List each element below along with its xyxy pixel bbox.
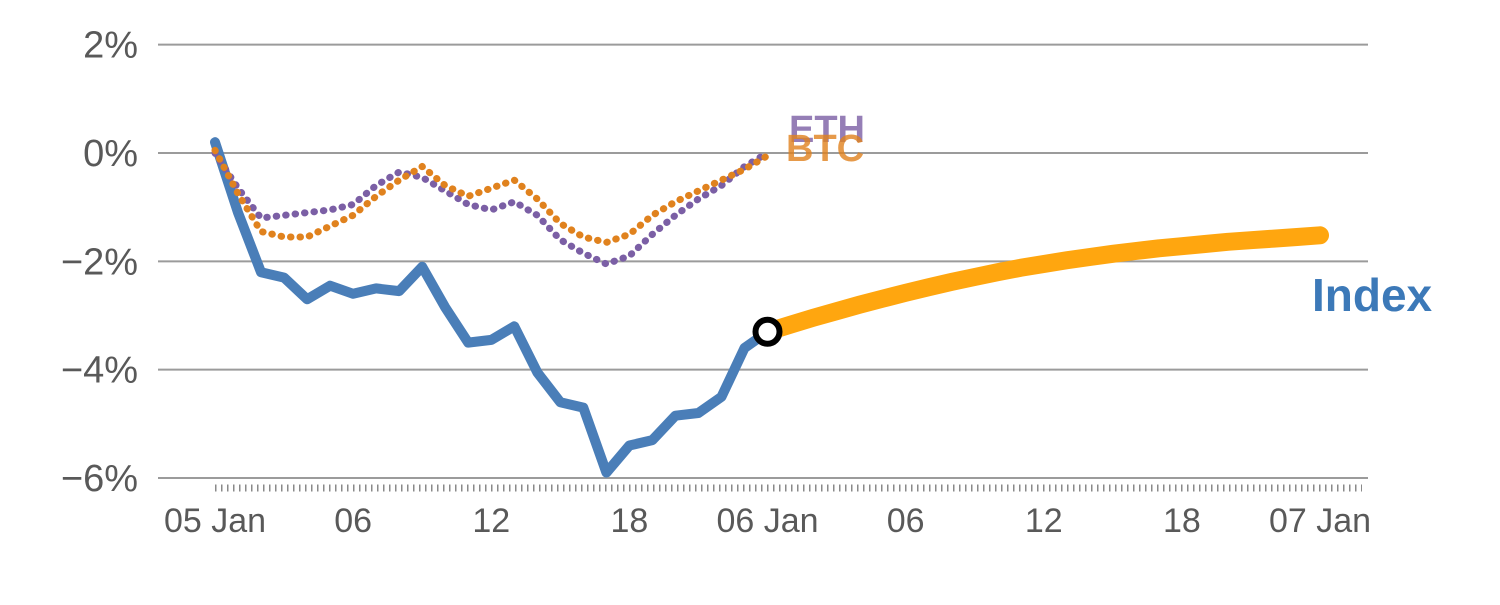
x-tick-label: 05 Jan [164, 502, 266, 540]
x-tick-label: 12 [472, 502, 510, 540]
x-tick-label: 06 Jan [716, 502, 818, 540]
series-label-btc: BTC [786, 128, 864, 170]
x-tick-label: 18 [610, 502, 648, 540]
series-btc-line [211, 146, 771, 246]
x-tick-label: 18 [1163, 502, 1201, 540]
y-tick-label: 2% [83, 25, 138, 67]
x-tick-label: 12 [1025, 502, 1063, 540]
series-eth-line [211, 149, 771, 268]
x-tick-label: 06 [887, 502, 925, 540]
forecast-start-marker [752, 316, 783, 347]
y-tick-label: −6% [61, 458, 138, 500]
y-tick-label: −2% [61, 241, 138, 283]
series-label-eth: ETH [789, 109, 865, 151]
y-tick-label: 0% [83, 133, 138, 175]
y-tick-label: −4% [61, 350, 138, 392]
series-index-forecast-line [758, 226, 1329, 341]
x-tick-label: 07 Jan [1269, 502, 1371, 540]
x-tick-label: 06 [334, 502, 372, 540]
series-index-line [210, 137, 773, 478]
series-label-index: Index [1312, 269, 1433, 321]
